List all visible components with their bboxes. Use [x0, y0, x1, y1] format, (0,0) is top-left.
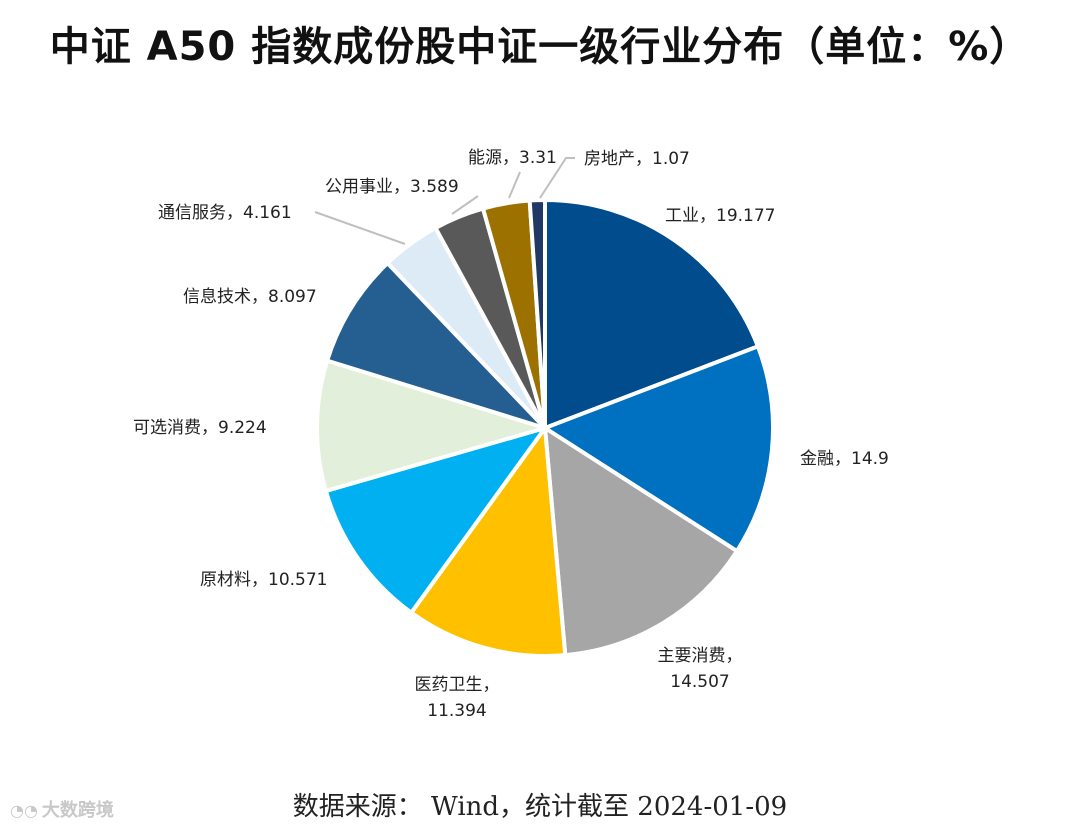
- slice-label-6: 信息技术，8.097: [183, 287, 317, 307]
- leader-line-9: [508, 171, 521, 199]
- pie-slice-1: [543, 344, 775, 554]
- leader-line-8: [451, 195, 479, 215]
- slice-label-10: 房地产，1.07: [584, 149, 690, 169]
- slice-label-0: 工业，19.177: [665, 206, 775, 226]
- slice-label-1: 金融，14.9: [800, 449, 889, 469]
- watermark-logo-icon: ◔◔: [10, 801, 38, 820]
- slice-label-3: 医药卫生， 11.394: [415, 675, 500, 721]
- pie-slice-0: [543, 198, 760, 430]
- watermark: ◔◔ 大数跨境: [10, 796, 114, 822]
- pie-slice-10: [527, 198, 547, 430]
- pie-slices: [315, 198, 775, 658]
- slice-label-4: 原材料，10.571: [200, 570, 327, 590]
- pie-slice-3: [409, 426, 568, 658]
- pie-slice-2: [543, 426, 739, 658]
- slice-label-8: 公用事业，3.589: [325, 177, 459, 197]
- slice-label-5: 可选消费，9.224: [133, 418, 267, 438]
- slice-labels: 工业，19.177 金融，14.9 主要消费， 14.507 医药卫生， 11.394 原材…: [133, 148, 889, 721]
- leader-lines: [314, 157, 575, 245]
- slice-label-7: 通信服务，4.161: [158, 203, 292, 223]
- watermark-text: 大数跨境: [41, 800, 114, 821]
- leader-line-10: [539, 157, 575, 199]
- chart-title: 中证 A50 指数成份股中证一级行业分布（单位：%）: [49, 24, 1031, 70]
- data-source-note: 数据来源： Wind，统计截至 2024-01-09: [292, 792, 788, 822]
- pie-slice-4: [323, 426, 547, 615]
- slice-label-2: 主要消费， 14.507: [658, 646, 743, 692]
- pie-slice-5: [315, 358, 547, 493]
- slice-label-9: 能源，3.31: [468, 148, 557, 168]
- leader-line-7: [314, 211, 406, 245]
- pie-slice-6: [325, 261, 547, 430]
